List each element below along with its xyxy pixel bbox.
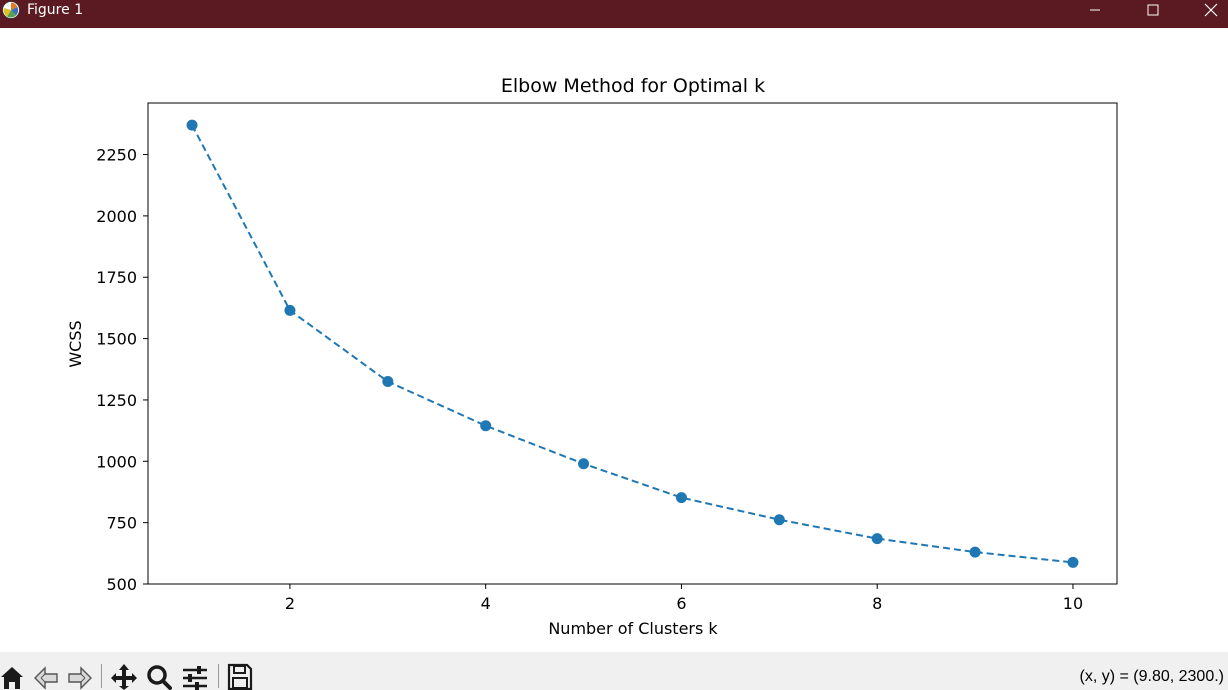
maximize-icon [1147,4,1159,16]
back-button[interactable] [33,662,63,690]
toolbar-separator [218,664,219,688]
configure-subplots-button[interactable] [181,662,211,690]
home-icon [1,667,23,689]
zoom-icon [147,665,172,690]
y-axis-label: WCSS [66,320,85,367]
x-tick-label: 2 [285,594,295,613]
minimize-icon [1090,9,1100,11]
y-tick-label: 750 [106,514,137,533]
series-line [191,124,1074,564]
y-tick-label: 1000 [96,452,137,471]
window-titlebar: Figure 1 [0,0,1228,28]
x-tick-label: 10 [1063,594,1083,613]
x-axis-label: Number of Clusters k [548,619,718,638]
y-tick-label: 2000 [96,207,137,226]
y-tick-label: 1500 [96,330,137,349]
back-arrow-icon [34,666,58,690]
pan-button[interactable] [110,662,140,690]
close-button[interactable] [1188,0,1228,20]
close-icon [1204,3,1218,17]
data-point [578,458,590,470]
configure-subplots-icon [183,666,207,690]
navigation-toolbar: (x, y) = (9.80, 2300.) [0,652,1228,690]
x-tick-label: 8 [872,594,882,613]
y-tick-label: 2250 [96,146,137,165]
window-title: Figure 1 [27,2,84,18]
data-point [675,492,687,504]
home-button[interactable] [0,662,30,690]
data-point [382,376,394,388]
zoom-button[interactable] [145,662,175,690]
forward-arrow-icon [68,666,92,690]
data-point [969,546,981,558]
x-tick-label: 6 [676,594,686,613]
elbow-chart: Elbow Method for Optimal k Number of Clu… [66,75,1118,638]
y-tick-label: 1750 [96,268,137,287]
y-tick-label: 500 [106,575,137,594]
data-point [1067,556,1079,568]
figure-canvas[interactable]: Elbow Method for Optimal k Number of Clu… [0,28,1228,652]
data-point [773,514,785,526]
save-button[interactable] [226,662,256,690]
maximize-button[interactable] [1130,0,1176,20]
cursor-coordinates: (x, y) = (9.80, 2300.) [1079,668,1224,685]
data-point [186,119,198,131]
save-icon [227,663,253,690]
y-tick-label: 1250 [96,391,137,410]
x-tick-label: 4 [481,594,491,613]
forward-button[interactable] [65,662,95,690]
data-point [284,304,296,316]
chart-title: Elbow Method for Optimal k [501,75,765,97]
axes-frame [147,102,1118,585]
minimize-button[interactable] [1072,0,1118,20]
toolbar-separator [101,664,102,688]
pan-icon [111,664,137,690]
matplotlib-icon [2,1,20,19]
data-point [871,533,883,545]
data-point [480,420,492,432]
